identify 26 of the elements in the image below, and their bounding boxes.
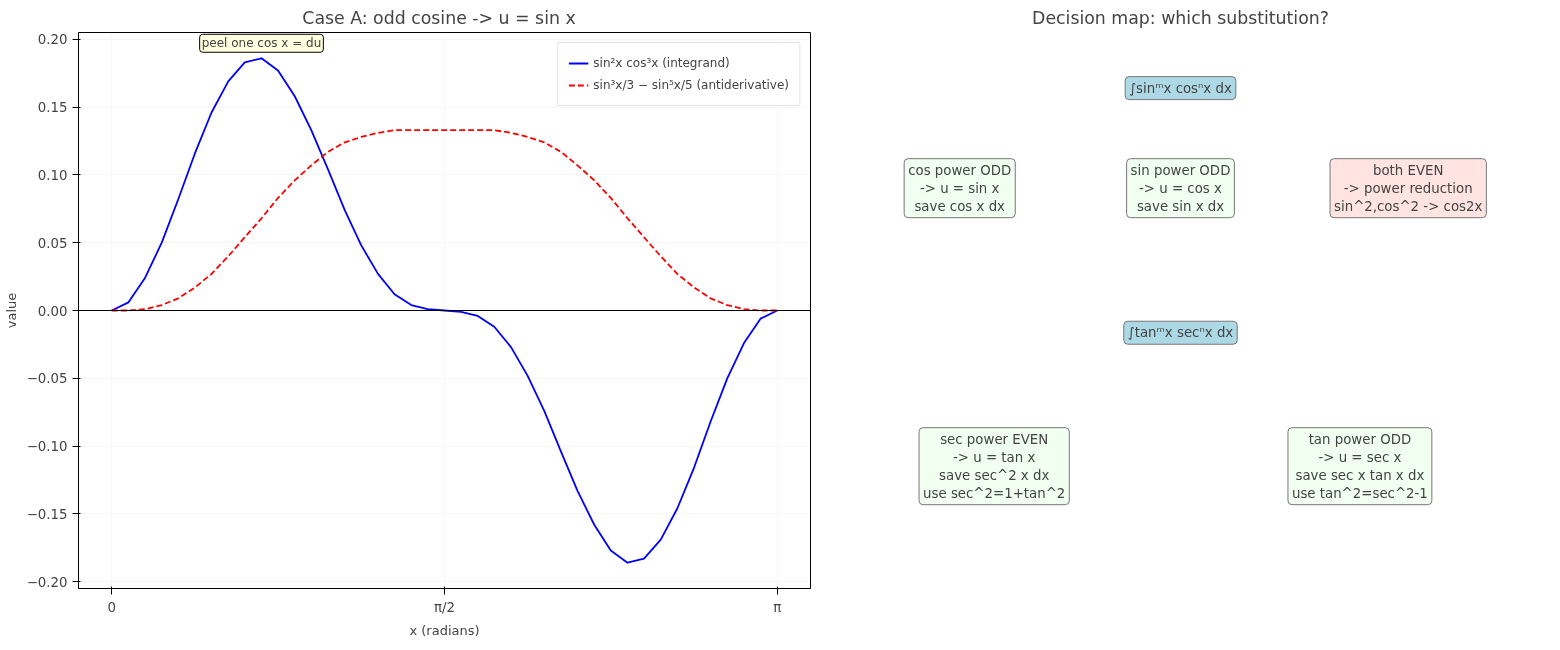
legend-label: sin³x/3 − sin⁵x/5 (antiderivative) [593,78,789,92]
text: tan power ODD -> u = sec x save sec x tan x dx use tan^2=sec^2-1 [1291,431,1428,501]
text: sec power EVEN -> u = tan x save sec^2 x dx use sec^2=1+tan^2 [923,431,1066,501]
y-tick-label: 0.00 [37,303,68,319]
text: ∫sinᵐx cosⁿx dx [1129,80,1232,96]
legend-label: sin²x cos³x (integrand) [593,56,730,70]
text: Decision map: which substitution? [1032,7,1329,28]
y-tick-label: 0.15 [37,100,68,116]
text: cos power ODD -> u = sin x save cos x dx [908,162,1012,214]
y-axis-title: value [3,292,19,329]
text: ∫tanᵐx secⁿx dx [1127,325,1234,341]
annotation: peel one cos x = du [201,36,322,51]
text: sin power ODD -> u = cos x save sin x dx [1130,162,1231,214]
chart-title: Case A: odd cosine -> u = sin x [302,7,576,28]
y-tick-label: −0.20 [26,574,68,590]
x-tick-label: 0 [107,599,116,615]
y-tick-label: −0.10 [26,439,68,455]
x-tick-label: π [773,599,782,615]
x-tick-label: π/2 [434,599,455,615]
x-axis-title: x (radians) [409,622,480,638]
y-tick-label: 0.20 [37,32,68,48]
y-tick-label: −0.15 [26,506,68,522]
text: both EVEN -> power reduction sin^2,cos^2 -> cos2x [1334,162,1483,214]
y-tick-label: 0.10 [37,167,68,183]
y-tick-label: −0.05 [26,371,68,387]
y-tick-label: 0.05 [37,235,68,251]
